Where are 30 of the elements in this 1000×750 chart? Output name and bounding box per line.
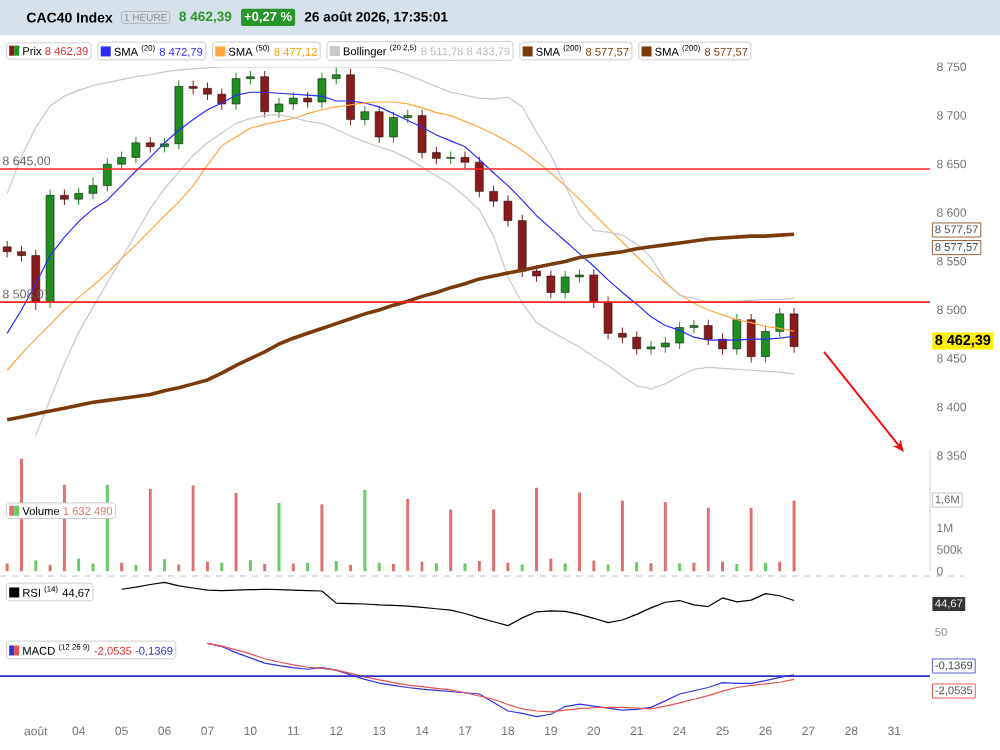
candlestick (417, 109, 427, 159)
candlestick (346, 68, 355, 126)
candlestick (360, 105, 370, 126)
candlestick (646, 340, 656, 356)
candlestick (231, 72, 241, 111)
candlestick (761, 325, 770, 363)
candlestick (789, 307, 799, 354)
candlestick (560, 270, 570, 299)
candlestick (475, 155, 484, 198)
candlestick (460, 151, 470, 169)
candlestick (260, 70, 269, 119)
candlestick (274, 97, 284, 119)
candlestick (589, 268, 599, 309)
candlestick (88, 177, 98, 200)
candlestick (603, 295, 613, 340)
candlestick (489, 185, 498, 208)
candlestick (546, 269, 556, 299)
candlestick (632, 330, 641, 356)
candlestick (374, 105, 384, 144)
candlestick (732, 313, 742, 356)
candlestick (689, 319, 699, 334)
candlestick (131, 136, 141, 164)
candlestick (503, 194, 513, 227)
candlestick (217, 87, 227, 111)
candlestick (775, 307, 785, 338)
candlestick (389, 111, 398, 144)
candlestick (317, 72, 327, 109)
candlestick (103, 157, 112, 192)
candlestick (675, 321, 684, 350)
candlestick (703, 319, 713, 346)
